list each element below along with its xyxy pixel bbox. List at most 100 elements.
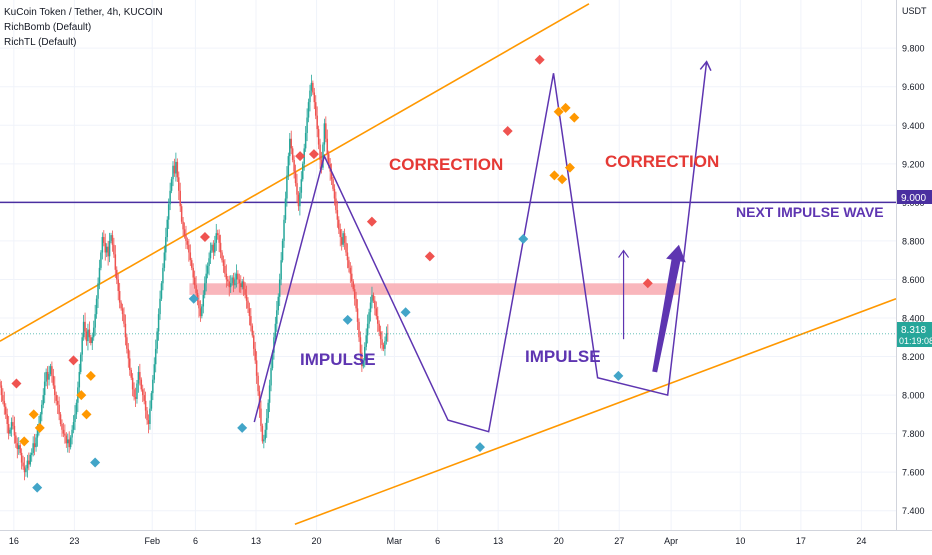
candle-body [117,279,119,292]
candle-body [146,410,148,421]
candle-body [98,267,101,284]
candle-body [152,379,154,394]
candle-body [126,337,128,349]
candle-body [100,252,102,268]
candle-body [2,395,4,401]
candle-body [45,371,47,382]
candle-body [358,321,360,338]
candle-body [231,277,233,284]
candle-body [74,414,76,423]
last-price-value: 8.318 [901,325,926,336]
signal-markers [11,54,653,493]
candle-body [201,306,203,317]
candle-body [216,233,219,236]
candle-body [9,429,11,434]
candle-body [51,366,53,376]
candle-body [376,316,379,324]
candle-body [22,462,24,467]
candle-body [330,171,333,180]
time-axis-border [0,530,932,531]
x-tick-label: Apr [664,536,678,546]
candle-body [23,466,26,473]
candle-body [342,233,344,245]
candle-body [124,323,127,338]
time-axis[interactable]: 16 23 Feb 6 13 20 Mar 6 13 20 27 Apr 10 17 24 [9,536,867,546]
candle-body [339,229,341,238]
candle-body [356,308,359,322]
candle-body [335,198,337,211]
candle-body [175,161,177,174]
candle-body [248,308,251,317]
y-tick-label: 8.000 [902,391,925,401]
candle-body [280,260,282,280]
last-price-tag: 8.318 01:19:08 [897,322,932,347]
y-tick-label: 9.200 [902,159,925,169]
candle-body [49,366,52,374]
candle-body [343,233,346,243]
candle-body [159,298,161,315]
candle-body [313,92,316,103]
candle-body [316,115,318,130]
candle-body [64,433,66,436]
candle-body [143,395,145,401]
indicator-richtl[interactable]: RichTL (Default) [4,37,77,48]
candle-body [322,144,324,168]
candle-body [203,283,206,295]
candle-body [12,422,14,426]
candle-body [384,341,386,349]
candle-body [214,242,216,253]
candle-body [85,331,88,342]
y-tick-label: 8.600 [902,275,925,285]
candle-body [378,323,380,332]
candle-body [108,240,111,257]
candle-body [29,454,32,465]
candle-body [141,389,144,396]
candle-body [345,242,347,253]
candle-body [196,292,199,301]
candle-body [26,460,29,469]
candle-body [281,240,284,261]
y-tick-label: 7.400 [902,506,925,516]
candle-body [202,294,205,307]
candle-body [283,219,285,241]
candle-body [59,414,62,424]
candle-body [365,335,367,347]
candle-body [340,237,343,245]
indicator-richbomb[interactable]: RichBomb (Default) [4,22,92,33]
candle-body [277,296,280,311]
thin-up-arrow-head [618,249,630,258]
candle-body [103,237,105,243]
bomb-marker [81,409,92,420]
candle-body [198,300,200,309]
candle-body [41,404,43,415]
candle-body [0,385,3,396]
candle-body [165,237,167,253]
candle-body [91,337,94,344]
candle-body [222,260,225,266]
candle-body [130,370,132,378]
candle-body [55,395,57,401]
candle-body [234,279,236,286]
candle-body [235,273,238,280]
candle-body [276,310,278,324]
bomb-marker [19,436,30,447]
buy-marker [400,307,411,318]
candle-body [199,308,202,317]
candle-body [366,323,369,336]
sell-marker [366,216,377,227]
symbol-title[interactable]: KuCoin Token / Tether, 4h, KUCOIN [4,7,163,18]
buy-marker [518,233,529,244]
candle-body [35,437,37,448]
candle-body [323,123,326,145]
candle-body [268,385,271,403]
y-tick-label: 8.800 [902,236,925,246]
annotation-impulse-2: IMPULSE [525,347,601,366]
candle-body [251,325,254,336]
candle-body [65,435,68,444]
wave-polyline [253,61,708,433]
bomb-marker [85,370,96,381]
candle-body [359,337,362,353]
candle-body [265,418,268,430]
